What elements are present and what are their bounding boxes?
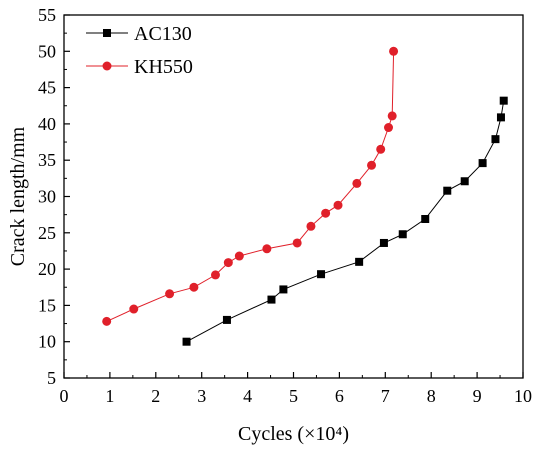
data-point: [279, 285, 288, 294]
x-tick-label: 4: [243, 386, 252, 406]
data-point: [165, 289, 175, 299]
data-point: [499, 96, 508, 105]
data-point: [478, 159, 487, 168]
legend-marker: [102, 61, 112, 71]
y-tick-label: 15: [38, 295, 56, 315]
series-line: [186, 100, 505, 343]
y-tick-label: 50: [38, 41, 56, 61]
x-tick-label: 9: [473, 386, 482, 406]
series-line: [106, 51, 395, 322]
series-kh550: [102, 46, 399, 326]
data-point: [223, 258, 233, 268]
y-tick-label: 25: [38, 223, 56, 243]
data-point: [384, 123, 394, 133]
data-point: [491, 135, 500, 144]
data-point: [189, 282, 199, 292]
y-tick-label: 45: [38, 78, 56, 98]
data-point: [333, 200, 343, 210]
legend-item: KH550: [86, 56, 193, 78]
legend-label: AC130: [134, 23, 192, 45]
y-tick-label: 35: [38, 150, 56, 170]
data-point: [379, 238, 388, 247]
y-tick-label: 5: [47, 368, 56, 388]
x-tick-label: 2: [151, 386, 160, 406]
x-tick-label: 1: [105, 386, 114, 406]
x-tick-label: 8: [427, 386, 436, 406]
data-point: [102, 316, 112, 326]
legend: AC130 KH550: [86, 23, 193, 78]
data-point: [182, 337, 191, 346]
series-ac130: [182, 96, 508, 346]
data-point: [376, 144, 386, 154]
data-point: [387, 111, 397, 121]
data-point: [234, 251, 244, 261]
legend-marker: [103, 29, 111, 37]
x-tick-label: 7: [381, 386, 390, 406]
plot-frame: [63, 14, 524, 379]
x-tick-label: 10: [514, 386, 532, 406]
data-point: [292, 238, 302, 248]
data-point: [352, 178, 362, 188]
data-point: [129, 304, 139, 314]
data-point: [355, 257, 364, 266]
data-point: [222, 315, 231, 324]
legend-label: KH550: [134, 56, 193, 78]
x-tick-label: 3: [197, 386, 206, 406]
data-point: [398, 230, 407, 239]
y-tick-label: 10: [38, 332, 56, 352]
y-tick-label: 55: [38, 5, 56, 25]
data-point: [262, 244, 272, 254]
data-point: [389, 46, 399, 56]
x-tick-label: 0: [60, 386, 69, 406]
data-point: [321, 208, 331, 218]
y-tick-label: 30: [38, 187, 56, 207]
y-axis-title: Crack length/mm: [7, 126, 29, 266]
legend-item: AC130: [86, 23, 192, 45]
data-point: [267, 295, 276, 304]
series-layer: [102, 46, 508, 346]
data-point: [421, 215, 430, 224]
data-point: [496, 113, 505, 122]
data-point: [210, 270, 220, 280]
x-tick-label: 5: [289, 386, 298, 406]
data-point: [306, 221, 316, 231]
data-point: [367, 160, 377, 170]
y-tick-label: 20: [38, 259, 56, 279]
x-axis-title: Cycles (×10⁴): [238, 423, 349, 445]
y-tick-label: 40: [38, 114, 56, 134]
data-point: [443, 186, 452, 195]
data-point: [460, 177, 469, 186]
x-tick-label: 6: [335, 386, 344, 406]
data-point: [317, 270, 326, 279]
